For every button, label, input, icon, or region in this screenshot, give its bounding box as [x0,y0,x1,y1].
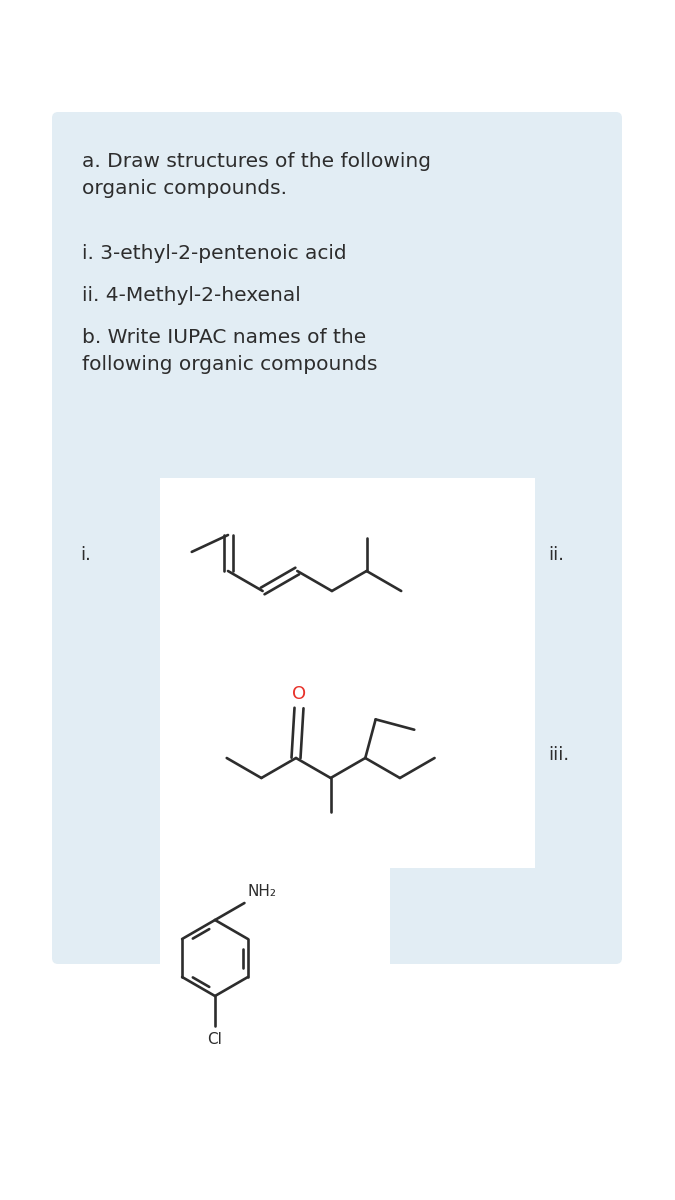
FancyBboxPatch shape [160,853,390,1068]
FancyBboxPatch shape [52,112,622,964]
Text: i. 3-ethyl-2-pentenoic acid: i. 3-ethyl-2-pentenoic acid [82,244,347,263]
Text: ii.: ii. [548,546,564,564]
Text: b. Write IUPAC names of the
following organic compounds: b. Write IUPAC names of the following or… [82,328,377,374]
Text: iii.: iii. [548,746,569,764]
Text: O: O [292,685,306,703]
Text: NH₂: NH₂ [248,884,277,899]
Text: ii. 4-Methyl-2-hexenal: ii. 4-Methyl-2-hexenal [82,286,301,305]
Text: Cl: Cl [208,1032,223,1048]
Text: i.: i. [80,546,91,564]
FancyBboxPatch shape [160,630,535,868]
FancyBboxPatch shape [160,478,535,636]
Text: a. Draw structures of the following
organic compounds.: a. Draw structures of the following orga… [82,152,431,198]
